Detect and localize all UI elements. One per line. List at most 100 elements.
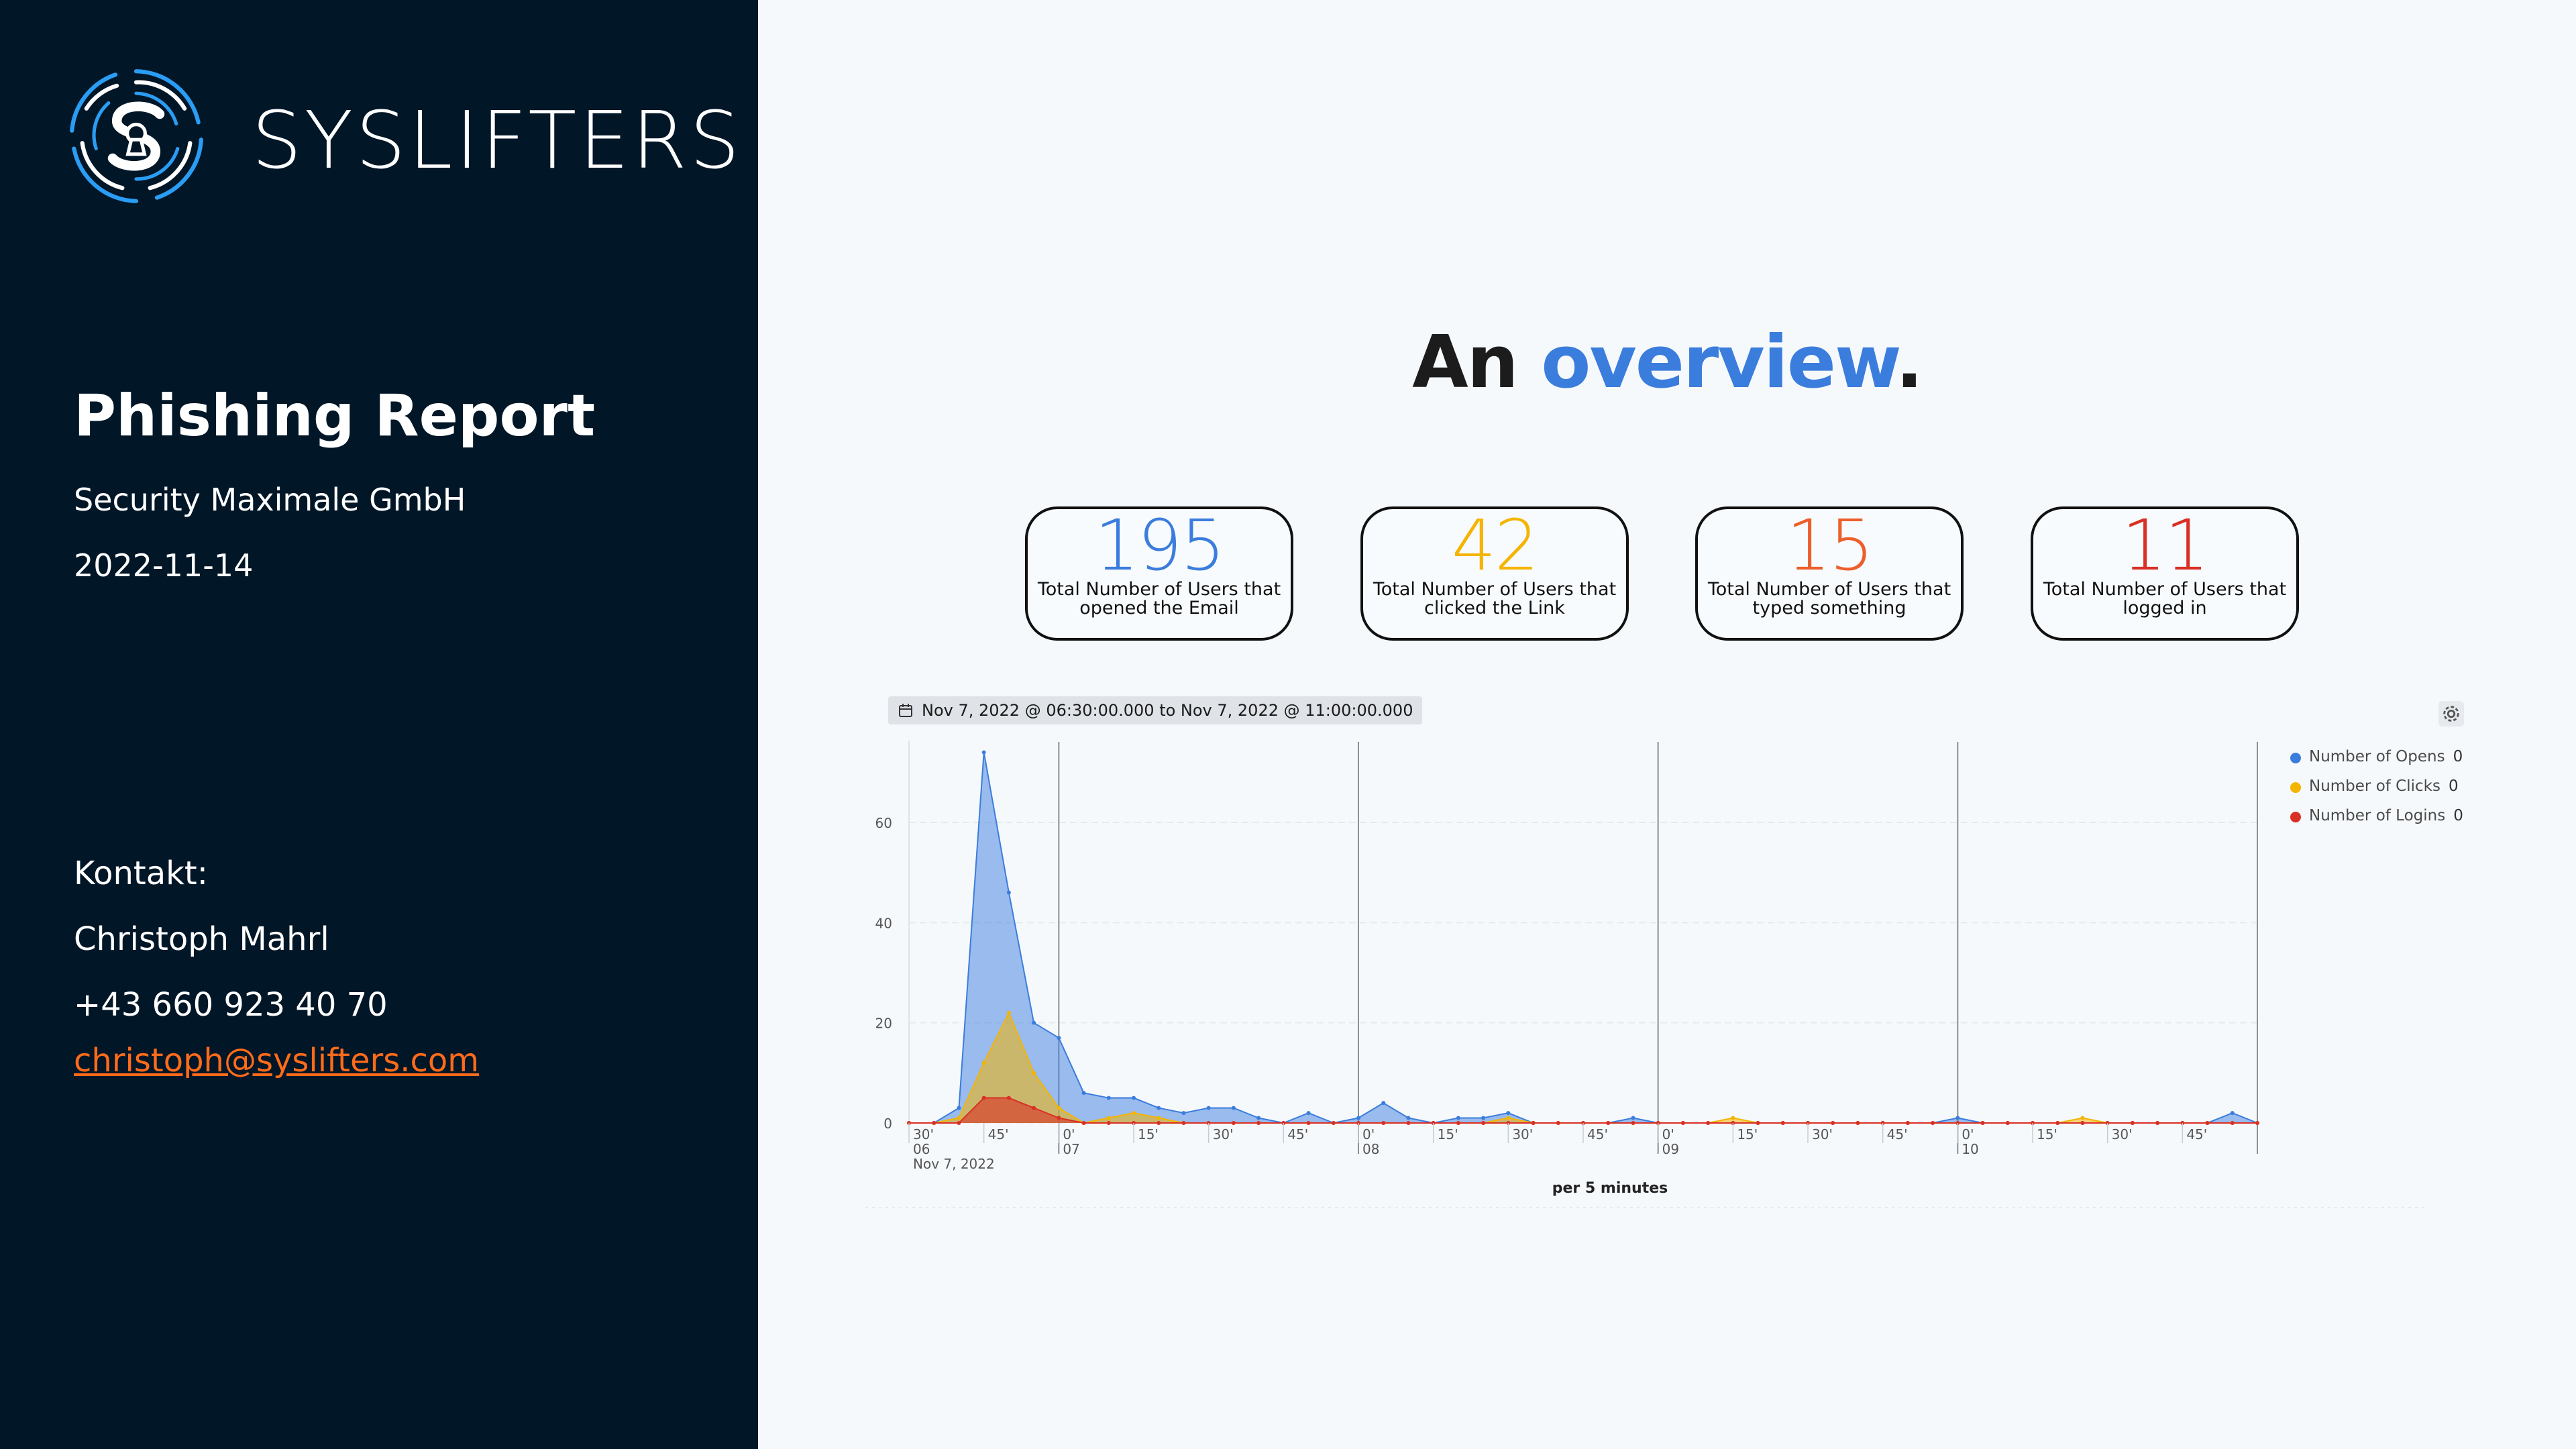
data-point xyxy=(1331,1121,1336,1125)
data-point xyxy=(957,1116,961,1120)
x-hour-label: 06 xyxy=(913,1141,930,1157)
y-tick-label: 40 xyxy=(875,915,892,931)
company-name: Security Maximale GmbH xyxy=(74,482,466,518)
x-hour-label: 07 xyxy=(1063,1141,1079,1157)
legend-label: Number of Opens xyxy=(2309,748,2445,765)
data-point xyxy=(1631,1116,1635,1120)
data-point xyxy=(1132,1111,1136,1116)
data-point xyxy=(981,1095,986,1100)
data-point xyxy=(2155,1121,2160,1125)
date-range-text: Nov 7, 2022 @ 06:30:00.000 to Nov 7, 202… xyxy=(922,701,1413,720)
x-hour-label: 10 xyxy=(1962,1141,1978,1157)
series-area xyxy=(909,1097,2257,1123)
data-point xyxy=(1057,1036,1061,1040)
legend-dot-icon xyxy=(2290,782,2301,793)
x-date-label: Nov 7, 2022 xyxy=(913,1156,995,1172)
legend-item[interactable]: Number of Opens 0 xyxy=(2288,745,2463,774)
data-point xyxy=(1456,1121,1460,1125)
data-point xyxy=(1256,1121,1261,1125)
data-point xyxy=(1606,1121,1611,1125)
data-point xyxy=(1831,1121,1835,1125)
data-point xyxy=(1905,1121,1910,1125)
x-tick-label: 45' xyxy=(1287,1126,1308,1142)
data-point xyxy=(1356,1116,1360,1120)
data-point xyxy=(1006,890,1011,895)
overview-suffix: . xyxy=(1895,321,1923,405)
kpi-value: 195 xyxy=(1094,504,1226,586)
data-point xyxy=(1057,1116,1061,1120)
date-range-badge[interactable]: Nov 7, 2022 @ 06:30:00.000 to Nov 7, 202… xyxy=(888,696,1423,724)
data-point xyxy=(1531,1121,1536,1125)
data-point xyxy=(2055,1121,2060,1125)
kpi-caption: Total Number of Users that opened the Em… xyxy=(1037,579,1281,619)
data-point xyxy=(1081,1091,1086,1095)
x-tick-label: 30' xyxy=(1213,1126,1234,1142)
x-tick-label: 0' xyxy=(1063,1126,1075,1142)
x-tick-label: 30' xyxy=(913,1126,934,1142)
kpi-value: 15 xyxy=(1786,504,1874,586)
data-point xyxy=(1731,1116,1735,1120)
data-point xyxy=(1481,1116,1486,1120)
x-hour-label: 08 xyxy=(1362,1141,1379,1157)
x-tick-label: 30' xyxy=(2112,1126,2133,1142)
data-point xyxy=(932,1121,936,1125)
overview-heading: An overview. xyxy=(758,321,2576,405)
data-point xyxy=(1081,1121,1086,1125)
data-point xyxy=(1381,1101,1386,1106)
data-point xyxy=(1856,1121,1860,1125)
data-point xyxy=(1955,1116,1960,1120)
data-point xyxy=(2080,1116,2085,1120)
area-chart: 0 20 40 60 30' 45' 0' 15' 30' 45' 0' 15' 30' 45' 0' 15'… xyxy=(865,741,2428,1208)
overview-prefix: An xyxy=(1412,321,1518,405)
x-tick-label: 30' xyxy=(1512,1126,1533,1142)
kpi-caption: Total Number of Users that clicked the L… xyxy=(1373,579,1617,619)
data-point xyxy=(1006,1010,1011,1015)
x-tick-label: 30' xyxy=(1812,1126,1833,1142)
legend-item[interactable]: Number of Logins 0 xyxy=(2288,804,2463,833)
data-point xyxy=(1106,1121,1111,1125)
data-point xyxy=(2130,1121,2135,1125)
data-point xyxy=(957,1106,961,1110)
data-point xyxy=(1931,1121,1935,1125)
data-point xyxy=(1381,1121,1386,1125)
data-point xyxy=(1481,1121,1486,1125)
data-point xyxy=(1256,1116,1261,1120)
x-tick-label: 0' xyxy=(1962,1126,1974,1142)
data-point xyxy=(1006,1095,1011,1100)
x-tick-label: 45' xyxy=(2186,1126,2207,1142)
data-point xyxy=(1181,1111,1186,1116)
data-point xyxy=(1306,1121,1311,1125)
y-tick-label: 20 xyxy=(875,1016,892,1032)
kpi-value: 42 xyxy=(1451,504,1539,586)
calendar-icon xyxy=(899,704,912,717)
data-point xyxy=(1157,1106,1161,1110)
data-point xyxy=(1556,1121,1560,1125)
series-line xyxy=(909,752,2258,1124)
x-tick-label: 15' xyxy=(2037,1126,2057,1142)
data-point xyxy=(2080,1121,2085,1125)
legend-value: 0 xyxy=(2453,807,2463,824)
syslifters-logo-icon xyxy=(70,69,203,203)
chart-legend: Number of Opens 0 Number of Clicks 0 Number … xyxy=(2288,745,2463,833)
legend-dot-icon xyxy=(2290,753,2301,763)
sidebar: SYSLIFTERS Phishing Report Security Maxi… xyxy=(0,0,758,1449)
x-tick-label: 15' xyxy=(1438,1126,1458,1142)
contact-email-link[interactable]: christoph@syslifters.com xyxy=(74,1042,479,1079)
data-point xyxy=(1756,1121,1760,1125)
data-point xyxy=(2230,1111,2235,1116)
legend-item[interactable]: Number of Clicks 0 xyxy=(2288,774,2463,804)
kpi-card-opens: 195 Total Number of Users that opened th… xyxy=(1025,506,1293,641)
data-point xyxy=(1780,1121,1785,1125)
data-point xyxy=(1132,1095,1136,1100)
data-point xyxy=(981,1061,986,1065)
x-tick-label: 0' xyxy=(1362,1126,1375,1142)
data-point xyxy=(957,1121,961,1125)
data-point xyxy=(1032,1020,1036,1025)
data-point xyxy=(2205,1121,2210,1125)
x-hour-label: 09 xyxy=(1662,1141,1679,1157)
data-point xyxy=(1057,1106,1061,1110)
contact-name: Christoph Mahrl xyxy=(74,920,329,958)
data-point xyxy=(2230,1121,2235,1125)
data-point xyxy=(1406,1121,1411,1125)
gear-icon[interactable] xyxy=(2438,701,2464,727)
